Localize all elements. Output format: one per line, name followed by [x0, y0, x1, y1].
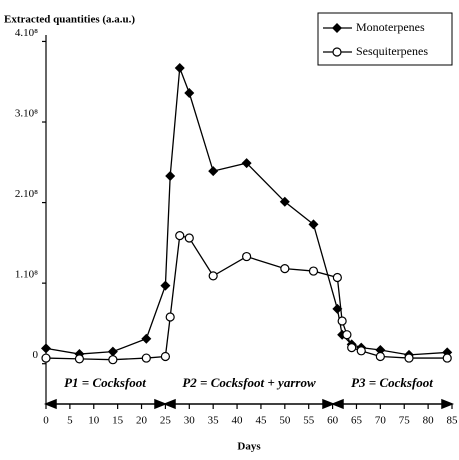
y-axis-label: Extracted quantities (a.a.u.)	[4, 14, 135, 26]
circle-marker	[160, 351, 171, 362]
x-tick-label: 5	[67, 415, 73, 427]
diamond-marker	[160, 280, 171, 291]
y-tick-label: 1.10⁸	[15, 269, 38, 281]
diamond-marker	[332, 23, 342, 33]
circle-marker	[356, 346, 366, 356]
legend-label: Monoterpenes	[356, 20, 425, 34]
legend-box	[317, 12, 453, 66]
diamond-marker	[308, 219, 319, 230]
x-axis-label: Days	[237, 441, 261, 453]
diamond-marker	[208, 166, 219, 177]
x-tick-label: 20	[136, 415, 148, 427]
circle-marker	[184, 233, 194, 243]
circle-marker	[41, 353, 51, 363]
y-tick-label: 4.10⁸	[15, 27, 38, 39]
diamond-marker	[165, 170, 176, 181]
circle-marker	[337, 316, 347, 326]
x-tick-label: 35	[208, 415, 220, 427]
circle-marker	[342, 330, 352, 340]
legend-label: Sesquiterpenes	[356, 44, 428, 58]
circle-marker	[242, 251, 252, 262]
x-tick-label: 80	[423, 415, 435, 427]
period-label: P2 = Cocksfoot + yarrow	[182, 375, 316, 390]
circle-marker	[404, 353, 414, 363]
x-tick-label: 15	[112, 415, 124, 427]
circle-marker	[175, 231, 185, 241]
diamond-marker	[184, 88, 195, 99]
period-label: P1 = Cocksfoot	[64, 375, 146, 390]
x-tick-label: 70	[375, 415, 387, 427]
x-tick-label: 75	[399, 415, 411, 427]
diamond-marker	[241, 158, 252, 169]
diamond-marker	[375, 345, 386, 356]
y-tick-label: 0	[33, 349, 39, 361]
circle-marker	[375, 351, 385, 362]
circle-marker	[165, 312, 175, 322]
x-tick-label: 40	[232, 415, 244, 427]
x-tick-label: 55	[303, 415, 315, 427]
circle-marker	[347, 343, 357, 353]
x-tick-label: 45	[255, 415, 267, 427]
x-tick-label: 25	[160, 415, 172, 427]
period-label: P3 = Cocksfoot	[351, 375, 433, 390]
circle-marker	[141, 353, 151, 363]
diamond-marker	[141, 333, 152, 344]
circle-marker	[280, 264, 290, 274]
circle-marker	[308, 266, 319, 276]
diamond-marker	[174, 63, 185, 74]
x-tick-label: 85	[447, 415, 459, 427]
diamond-marker	[279, 196, 290, 207]
diamond-marker	[332, 303, 343, 314]
diamond-marker	[41, 343, 51, 354]
circle-marker	[108, 355, 118, 365]
x-tick-label: 10	[88, 415, 100, 427]
circle-marker	[74, 354, 85, 364]
circle-marker	[332, 47, 342, 57]
x-tick-label: 60	[327, 415, 339, 427]
x-tick-label: 0	[43, 415, 49, 427]
period-arrows	[43, 398, 455, 410]
y-tick-label: 2.10⁸	[15, 188, 38, 200]
x-tick-label: 65	[351, 415, 363, 427]
y-tick-label: 3.10⁸	[15, 108, 38, 120]
series-line	[45, 67, 448, 356]
circle-marker	[442, 353, 452, 363]
circle-marker	[208, 271, 218, 281]
circle-marker	[332, 272, 342, 283]
x-tick-label: 30	[184, 415, 196, 427]
x-tick-label: 50	[279, 415, 291, 427]
diamond-marker	[107, 346, 118, 357]
